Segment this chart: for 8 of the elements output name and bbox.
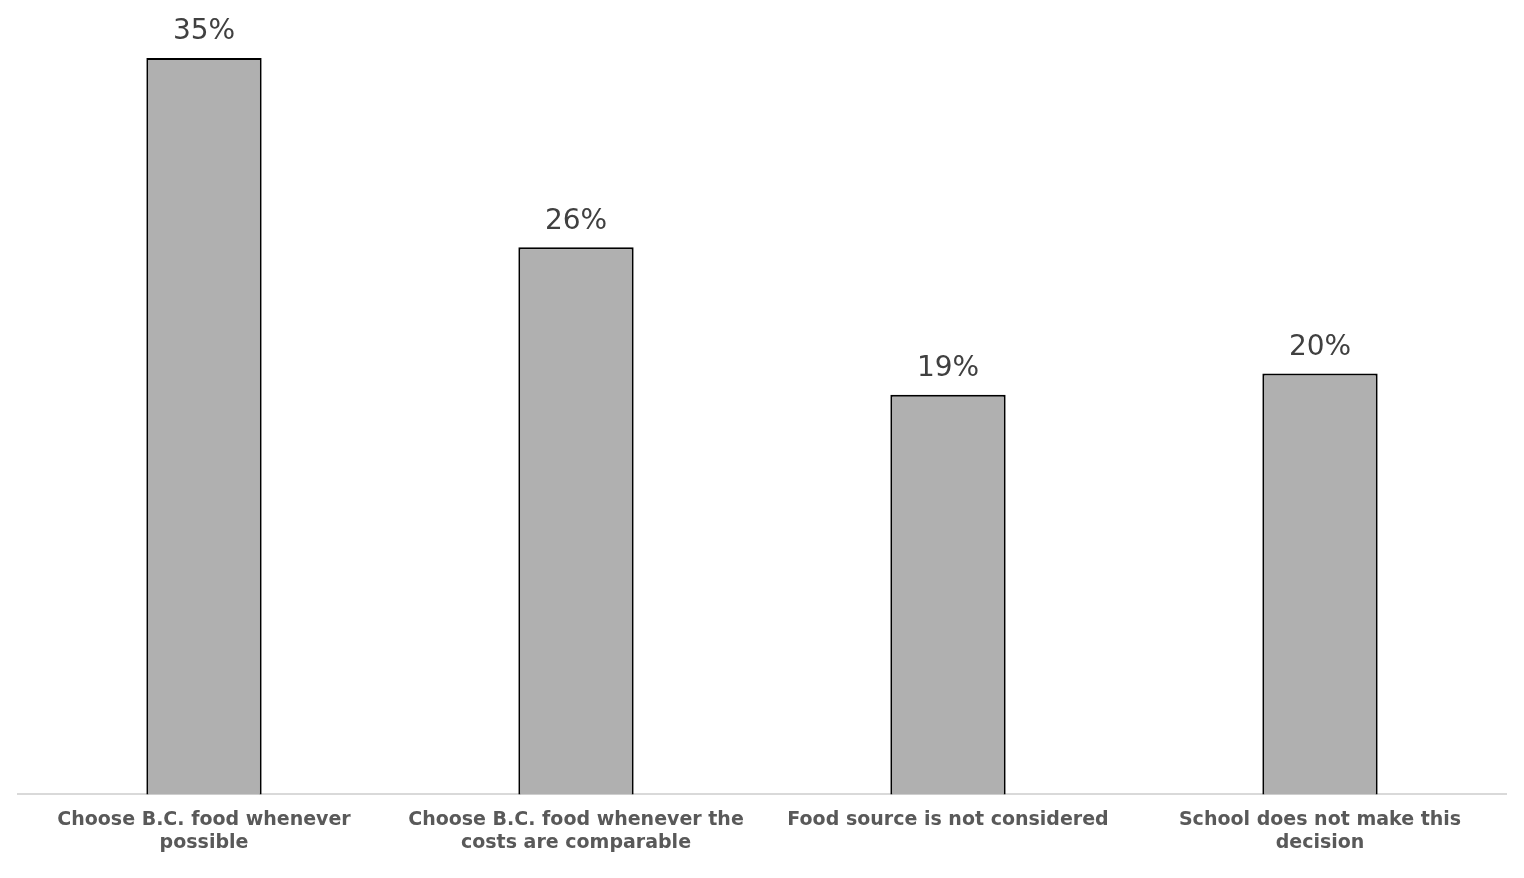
data-label: 26% xyxy=(544,202,608,236)
x-tick-label: School does not make this decision xyxy=(1178,806,1462,852)
x-tick-label: Choose B.C. food whenever the costs are comparable xyxy=(408,806,744,852)
data-label: 20% xyxy=(1288,328,1352,362)
data-label: 19% xyxy=(916,349,980,383)
x-tick-label: Food source is not considered xyxy=(787,806,1109,829)
x-tick-label: Choose B.C. food whenever possible xyxy=(57,806,352,852)
data-label: 35% xyxy=(172,13,236,47)
